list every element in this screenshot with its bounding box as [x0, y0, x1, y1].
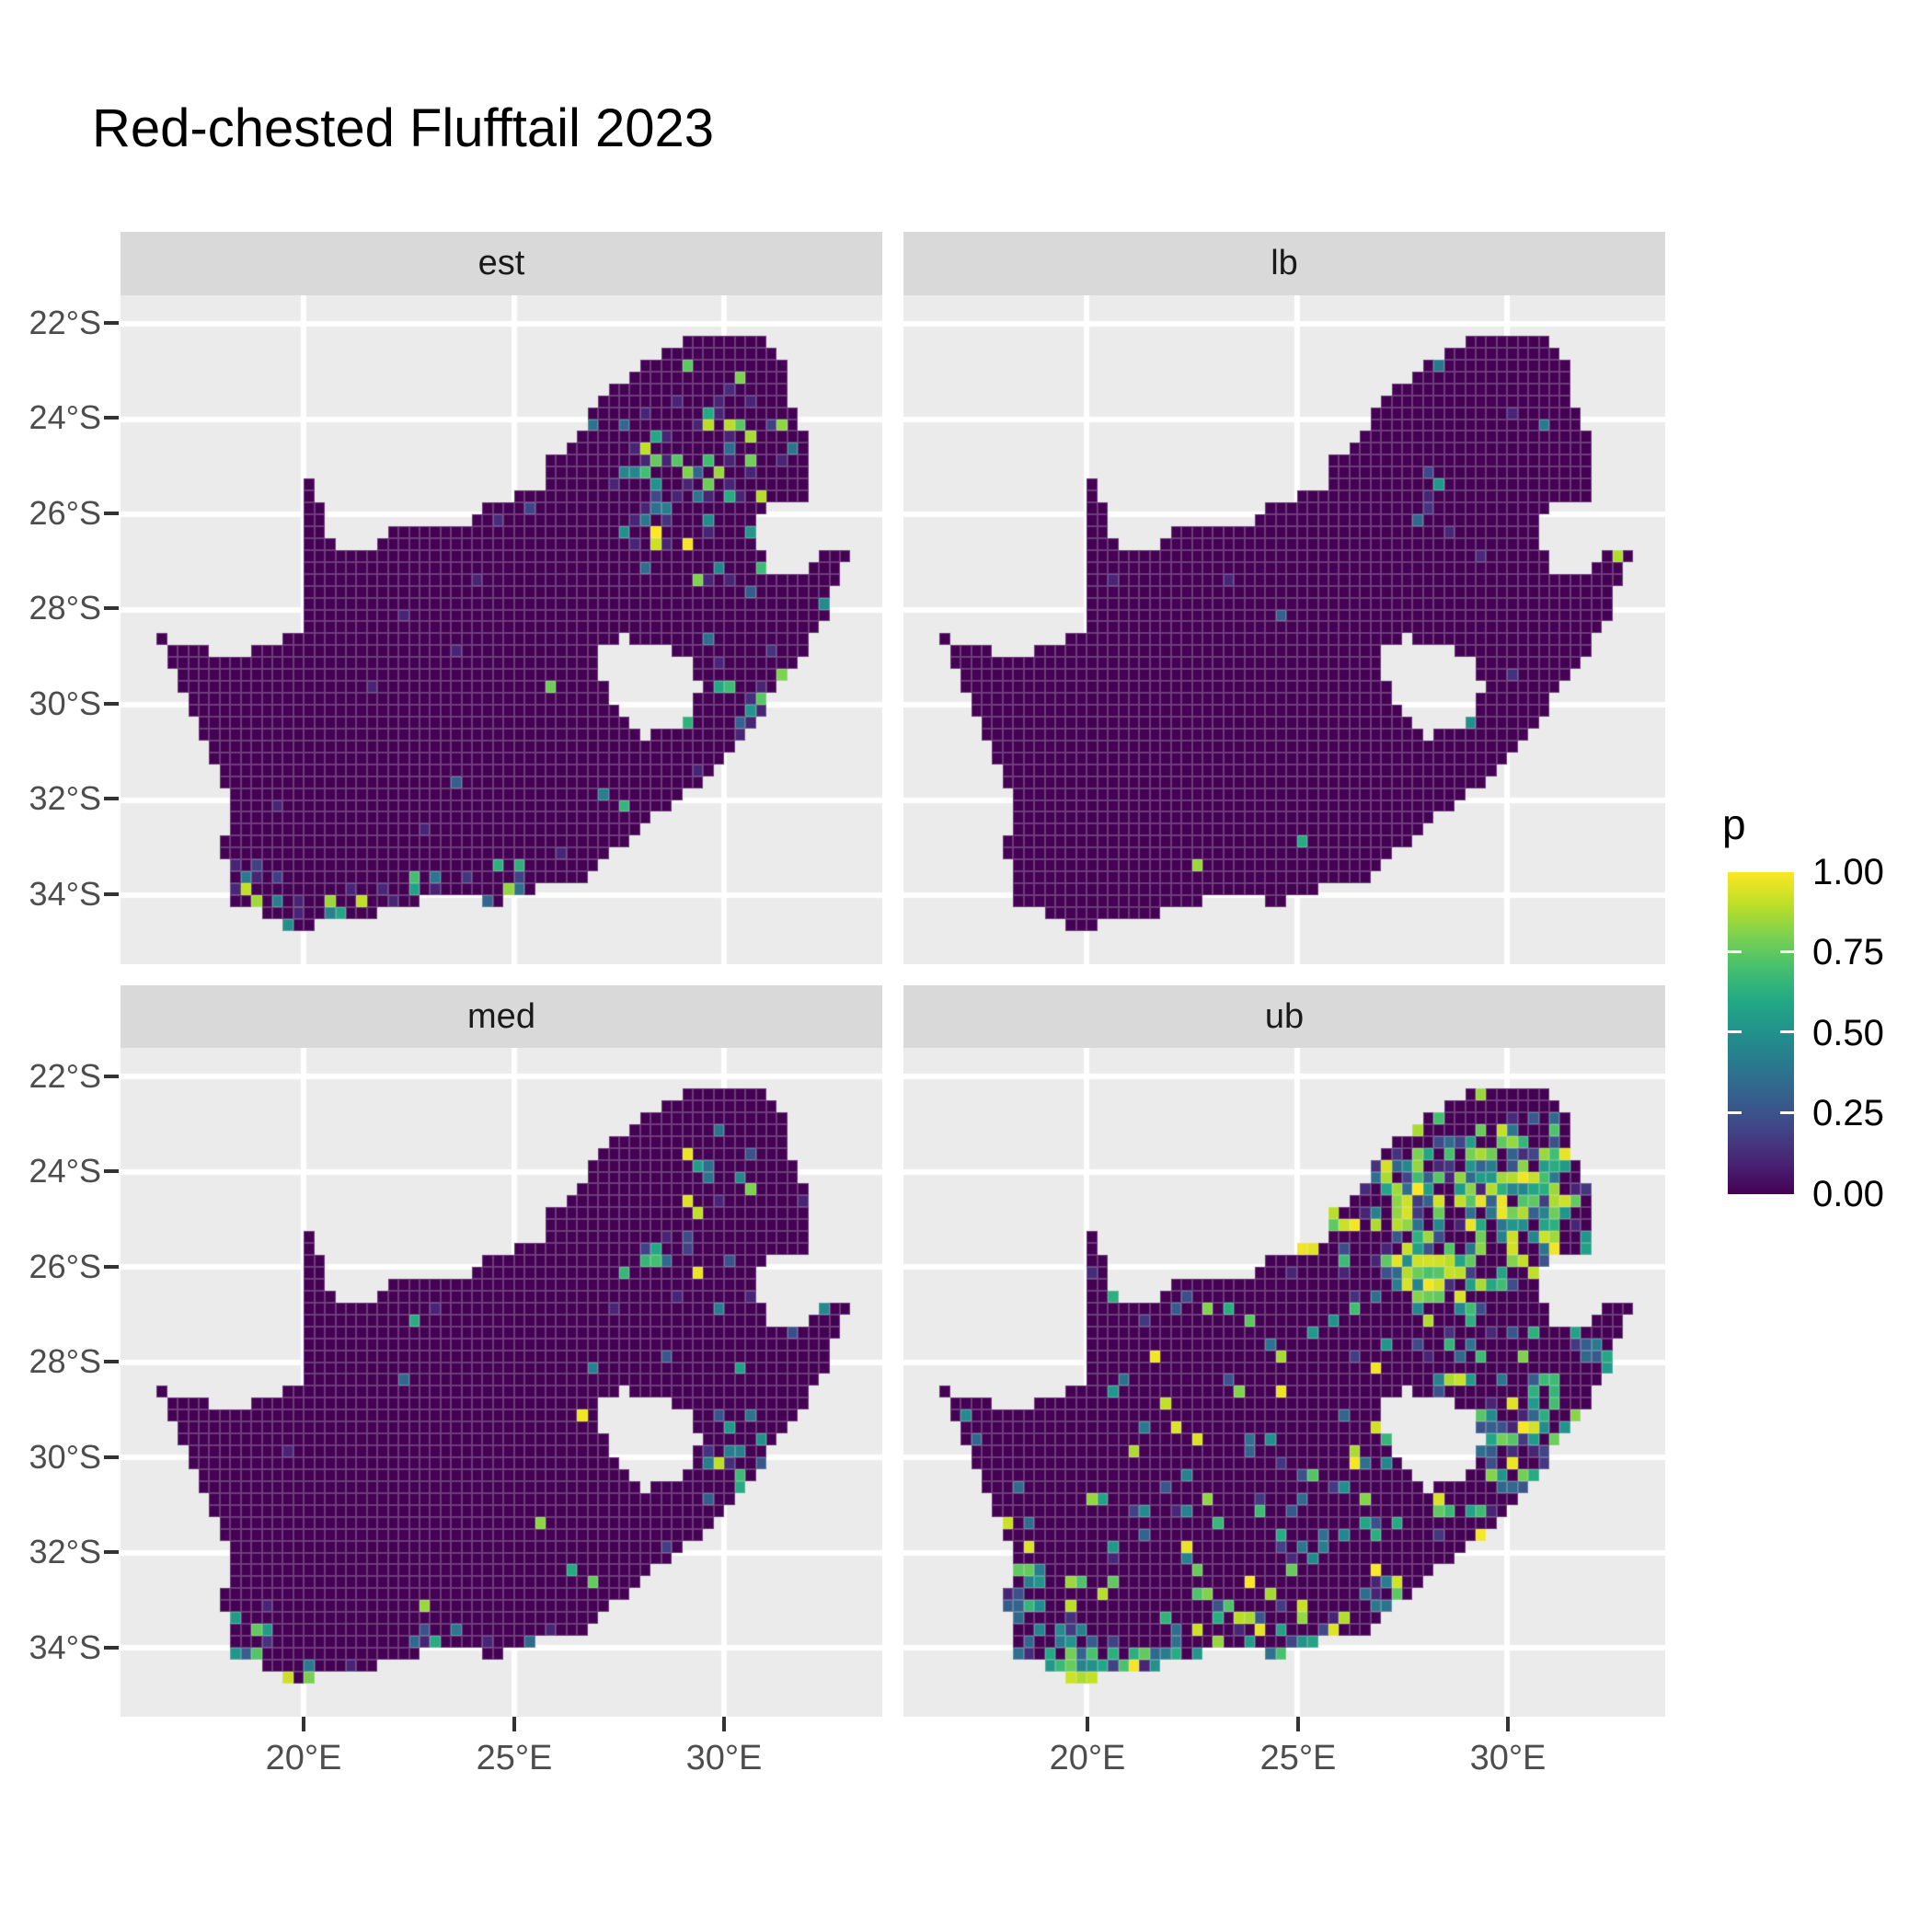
colorbar-tick	[1728, 1030, 1742, 1033]
y-axis-label: 34°S	[29, 875, 101, 913]
y-axis-label: 22°S	[29, 304, 101, 341]
facet-strip-med: med	[121, 985, 882, 1048]
y-axis-label: 22°S	[29, 1057, 101, 1095]
facet-label-lb: lb	[1271, 244, 1298, 282]
legend-colorbar	[1728, 872, 1794, 1194]
y-axis-label: 28°S	[29, 1342, 101, 1380]
y-axis-tick	[104, 321, 119, 325]
y-axis-tick	[104, 1265, 119, 1269]
y-axis-tick	[104, 1360, 119, 1363]
facet-label-ub: ub	[1264, 996, 1305, 1036]
y-axis-tick	[104, 606, 119, 610]
legend-label: 0.50	[1812, 1013, 1884, 1053]
map-panel-lb	[903, 295, 1665, 964]
y-axis-tick	[104, 512, 119, 515]
y-axis-tick	[104, 416, 119, 420]
map-panel-ub	[903, 1048, 1665, 1717]
y-axis-tick	[104, 892, 119, 896]
colorbar-tick	[1780, 1111, 1794, 1114]
y-axis-label: 24°S	[29, 398, 101, 436]
facet-strip-est: est	[121, 232, 882, 295]
facet-strip-ub: ub	[903, 985, 1665, 1048]
x-axis-tick	[1506, 1717, 1510, 1731]
colorbar-tick	[1728, 950, 1742, 953]
map-panel-est	[121, 295, 882, 964]
map-panel-med	[121, 1048, 882, 1717]
x-axis-tick	[302, 1717, 305, 1731]
legend-label: 1.00	[1812, 852, 1884, 892]
x-axis-label: 20°E	[1049, 1739, 1126, 1777]
y-axis-label: 30°S	[29, 1438, 101, 1476]
y-axis-label: 30°S	[29, 684, 101, 722]
y-axis-label: 24°S	[29, 1152, 101, 1190]
x-axis-label: 25°E	[476, 1739, 553, 1777]
x-axis-tick	[512, 1717, 516, 1731]
y-axis-label: 34°S	[29, 1628, 101, 1666]
y-axis-tick	[104, 1646, 119, 1650]
y-axis-label: 26°S	[29, 1248, 101, 1285]
y-axis-tick	[104, 1075, 119, 1078]
facet-label-med: med	[467, 996, 535, 1036]
x-axis-label: 30°E	[1469, 1739, 1547, 1777]
x-axis-label: 25°E	[1259, 1739, 1337, 1777]
y-axis-tick	[104, 1550, 119, 1554]
legend-label: 0.75	[1812, 932, 1884, 972]
legend-label: 0.00	[1812, 1174, 1884, 1214]
facet-label-est: est	[477, 244, 525, 282]
x-axis-label: 30°E	[685, 1739, 763, 1777]
y-axis-tick	[104, 797, 119, 800]
y-axis-label: 32°S	[29, 1533, 101, 1570]
colorbar-tick	[1780, 950, 1794, 953]
y-axis-label: 26°S	[29, 494, 101, 532]
x-axis-tick	[1296, 1717, 1300, 1731]
colorbar-tick	[1780, 1030, 1794, 1033]
colorbar-tick	[1728, 1111, 1742, 1114]
facet-strip-lb: lb	[903, 232, 1665, 295]
y-axis-tick	[104, 1455, 119, 1459]
x-axis-tick	[1086, 1717, 1089, 1731]
y-axis-tick	[104, 1169, 119, 1173]
y-axis-tick	[104, 702, 119, 706]
x-axis-label: 20°E	[265, 1739, 342, 1777]
legend-label: 0.25	[1812, 1093, 1884, 1133]
x-axis-tick	[722, 1717, 726, 1731]
legend-title: p	[1722, 800, 1746, 848]
y-axis-label: 28°S	[29, 589, 101, 627]
y-axis-label: 32°S	[29, 779, 101, 817]
plot-title: Red-chested Flufftail 2023	[92, 98, 715, 158]
